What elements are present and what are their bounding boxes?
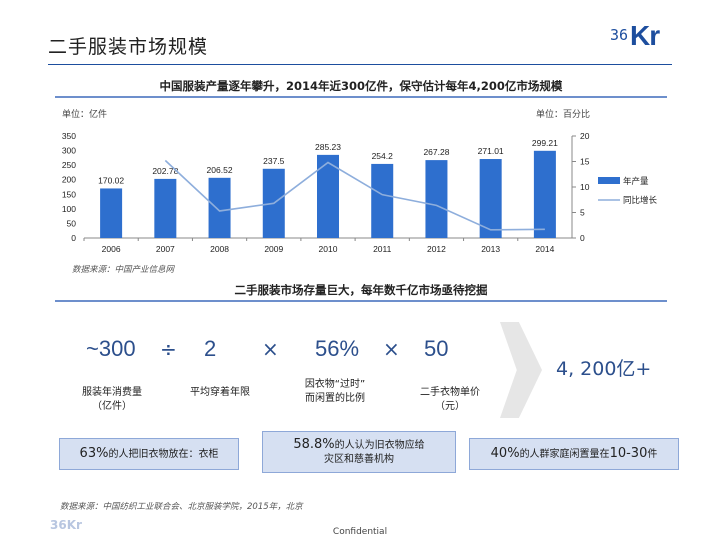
formula-idle-ratio: 56% <box>315 336 360 361</box>
legend-line-label: 同比增长 <box>623 195 658 206</box>
bar <box>479 159 502 238</box>
y-left-tick-label: 100 <box>62 204 76 214</box>
y-left-tick-label: 50 <box>67 218 77 228</box>
label-idle-ratio-line1: 因衣物“过时” <box>304 379 366 390</box>
label-consumption-line2: （亿件） <box>92 401 132 412</box>
y-left-tick-label: 350 <box>62 131 76 141</box>
x-tick-label: 2012 <box>427 244 446 254</box>
confidential-label: Confidential <box>332 527 388 537</box>
chart-headline: 中国服装产量逐年攀升，2014年近300亿件，保守估计每年4,200亿市场规模 <box>159 79 563 93</box>
left-axis-unit: 单位：亿件 <box>62 110 108 120</box>
fact-wardrobe-text: 的人把旧衣物放在：衣柜 <box>108 448 219 460</box>
right-axis-unit: 单位：百分比 <box>536 110 591 120</box>
fact-wardrobe-pct: 63% <box>79 445 109 461</box>
footer-logo: 36Kr <box>50 518 82 532</box>
fact-idle-pct: 40% <box>490 445 520 461</box>
y-left-tick-label: 300 <box>62 146 76 156</box>
fact-idle-range: 10-30 <box>609 445 648 461</box>
label-unit-price-line1: 二手衣物单价 <box>420 387 480 398</box>
bar <box>425 160 448 238</box>
bar-data-label: 271.01 <box>478 146 504 156</box>
fact-charity-text: 的人认为旧衣物应给 <box>334 439 425 451</box>
bar-data-label: 170.02 <box>98 175 124 185</box>
chart-headline-rule <box>55 96 667 98</box>
multiply-operator-1: × <box>262 337 279 361</box>
chart-source: 数据来源：中国产业信息网 <box>72 265 175 275</box>
page-title: 二手服装市场规模 <box>48 36 209 58</box>
label-years: 平均穿着年限 <box>170 386 270 400</box>
bar <box>371 163 394 238</box>
x-tick-label: 2007 <box>156 244 175 254</box>
x-tick-label: 2013 <box>481 244 500 254</box>
market-size-result: 4, 200亿+ <box>556 358 652 380</box>
title-divider <box>48 64 672 65</box>
y-left-tick-label: 0 <box>71 233 76 243</box>
footer-source: 数据来源：中国纺织工业联合会、北京服装学院，2015年，北京 <box>60 502 303 512</box>
bar-data-label: 237.5 <box>263 156 285 166</box>
y-right-tick-label: 0 <box>580 233 585 243</box>
x-tick-label: 2006 <box>102 244 121 254</box>
logo-number: 36 <box>610 26 629 44</box>
bar-data-label: 206.52 <box>207 165 233 175</box>
growth-rate-line <box>164 159 545 231</box>
label-idle-ratio: 因衣物“过时” 而闲置的比例 <box>280 378 390 406</box>
label-years-line1: 平均穿着年限 <box>190 387 250 398</box>
formula-years: 2 <box>204 336 217 361</box>
y-right-tick-label: 10 <box>580 182 590 192</box>
fact-box-wardrobe: 63%的人把旧衣物放在：衣柜 <box>59 438 239 470</box>
legend-bar-label: 年产量 <box>623 176 649 187</box>
bar-data-label: 267.28 <box>423 147 449 157</box>
y-left-tick-label: 250 <box>62 160 76 170</box>
formula-unit-price: 50 <box>424 336 449 361</box>
x-tick-label: 2014 <box>535 244 554 254</box>
y-right-tick-label: 20 <box>580 131 590 141</box>
bar-data-label: 285.23 <box>315 142 341 152</box>
fact-charity-text2: 灾区和慈善机构 <box>324 453 394 465</box>
divide-operator: ÷ <box>160 337 177 361</box>
x-tick-label: 2009 <box>264 244 283 254</box>
market-headline-rule <box>55 300 667 302</box>
label-idle-ratio-line2: 而闲置的比例 <box>305 393 365 404</box>
fact-box-charity: 58.8%的人认为旧衣物应给灾区和慈善机构 <box>262 431 456 473</box>
fact-box-idle-count: 40%的人群家庭闲置量在10-30件 <box>469 438 679 470</box>
label-unit-price-line2: （元） <box>435 401 465 412</box>
bar <box>208 177 231 238</box>
bar <box>533 150 556 238</box>
36kr-logo: 36 Kr <box>610 20 670 56</box>
logo-letters: Kr <box>630 20 660 51</box>
bar <box>100 188 123 238</box>
bar <box>154 178 177 238</box>
label-consumption: 服装年消费量 （亿件） <box>62 386 162 414</box>
multiply-operator-2: × <box>383 337 400 361</box>
fact-idle-text: 的人群家庭闲置量在 <box>519 448 610 460</box>
x-tick-label: 2011 <box>373 244 392 254</box>
label-unit-price: 二手衣物单价 （元） <box>395 386 505 414</box>
y-left-tick-label: 150 <box>62 189 76 199</box>
bar <box>317 154 339 238</box>
market-headline: 二手服装市场存量巨大，每年数千亿市场亟待挖掘 <box>234 283 488 297</box>
label-consumption-line1: 服装年消费量 <box>82 387 142 398</box>
x-tick-label: 2008 <box>210 244 229 254</box>
fact-charity-pct: 58.8% <box>293 436 335 452</box>
formula-consumption: ~300 <box>86 336 136 361</box>
y-right-tick-label: 15 <box>580 157 590 167</box>
x-tick-label: 2010 <box>319 244 338 254</box>
fact-idle-unit: 件 <box>647 448 658 460</box>
bar-data-label: 299.21 <box>532 138 558 148</box>
legend-bar-swatch <box>598 177 620 184</box>
bar-data-label: 202.78 <box>152 166 178 176</box>
y-right-tick-label: 5 <box>580 208 585 218</box>
y-left-tick-label: 200 <box>62 175 76 185</box>
bar-data-label: 254.2 <box>372 151 394 161</box>
